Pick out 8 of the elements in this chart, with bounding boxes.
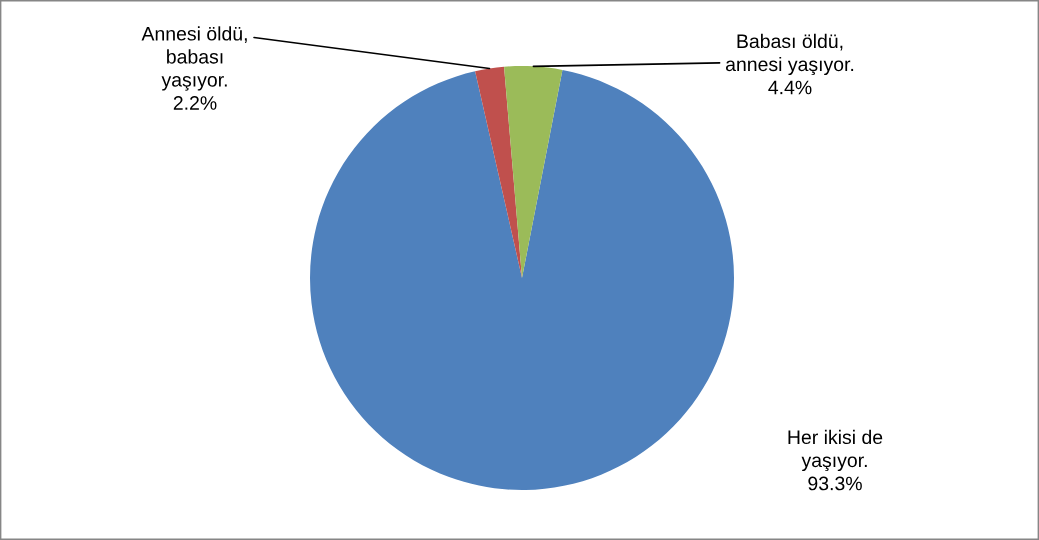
pie-slice <box>475 66 522 278</box>
pie-slice <box>504 66 563 278</box>
slice-label: Babası öldü, annesi yaşıyor. <box>725 33 854 76</box>
data-label: 4.4% <box>768 80 812 95</box>
data-label: 93.3% <box>808 476 862 491</box>
slice-label: Her ikisi de yaşıyor. <box>788 429 883 472</box>
data-label: 2.2% <box>173 96 217 110</box>
slice-label: Annesi öldü, babası yaşıyor. <box>141 26 247 91</box>
